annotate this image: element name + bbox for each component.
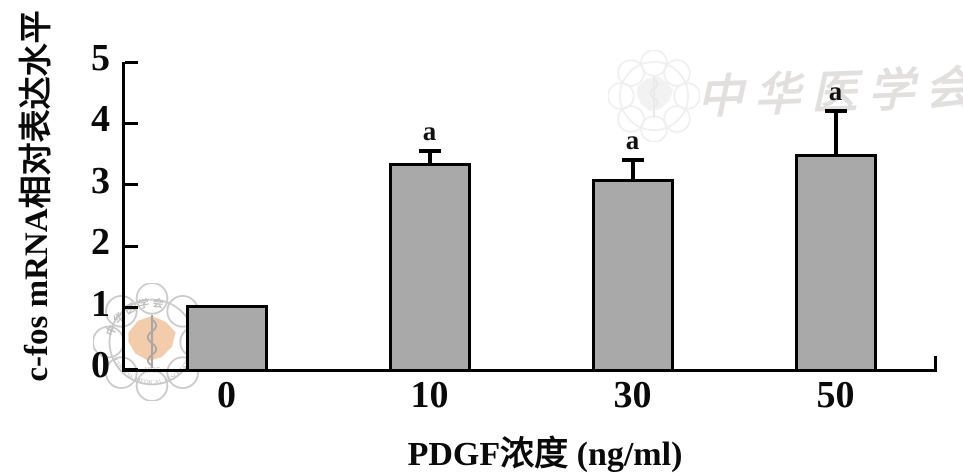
bar — [185, 304, 268, 369]
plot-area: a a a — [122, 60, 937, 372]
x-tick-label: 50 — [816, 374, 855, 416]
y-tick-mark — [125, 244, 138, 248]
y-tick-label: 3 — [91, 159, 110, 202]
bar — [591, 178, 674, 369]
error-bar-stem — [630, 160, 635, 179]
error-bar-cap — [621, 158, 644, 163]
y-tick-mark — [125, 183, 138, 187]
x-tick-label: 10 — [410, 374, 449, 416]
error-bar-cap — [824, 109, 847, 114]
x-axis-title: PDGF浓度 (ng/ml) — [407, 436, 683, 473]
x-tick-label: 0 — [217, 374, 236, 416]
bar — [388, 163, 471, 369]
x-tick-label: 30 — [613, 374, 652, 416]
y-tick-mark — [125, 367, 138, 371]
y-tick-label: 1 — [91, 282, 110, 325]
y-axis-title: c-fos mRNA相对表达水平 — [19, 10, 55, 382]
error-bar-cap — [418, 149, 441, 154]
y-tick-label: 0 — [91, 344, 110, 386]
significance-label: a — [422, 116, 437, 147]
y-tick-label: 5 — [91, 37, 110, 79]
y-tick-mark — [125, 306, 138, 310]
error-bar-stem — [833, 111, 838, 155]
significance-label: a — [625, 125, 640, 156]
significance-label: a — [828, 76, 843, 107]
y-tick-label: 2 — [91, 221, 110, 264]
y-tick-label: 4 — [91, 98, 110, 141]
x-axis-end-tick — [934, 356, 937, 369]
error-bar-stem — [427, 151, 432, 164]
y-tick-mark — [125, 121, 138, 125]
y-tick-mark — [125, 60, 138, 64]
bar — [794, 154, 877, 369]
